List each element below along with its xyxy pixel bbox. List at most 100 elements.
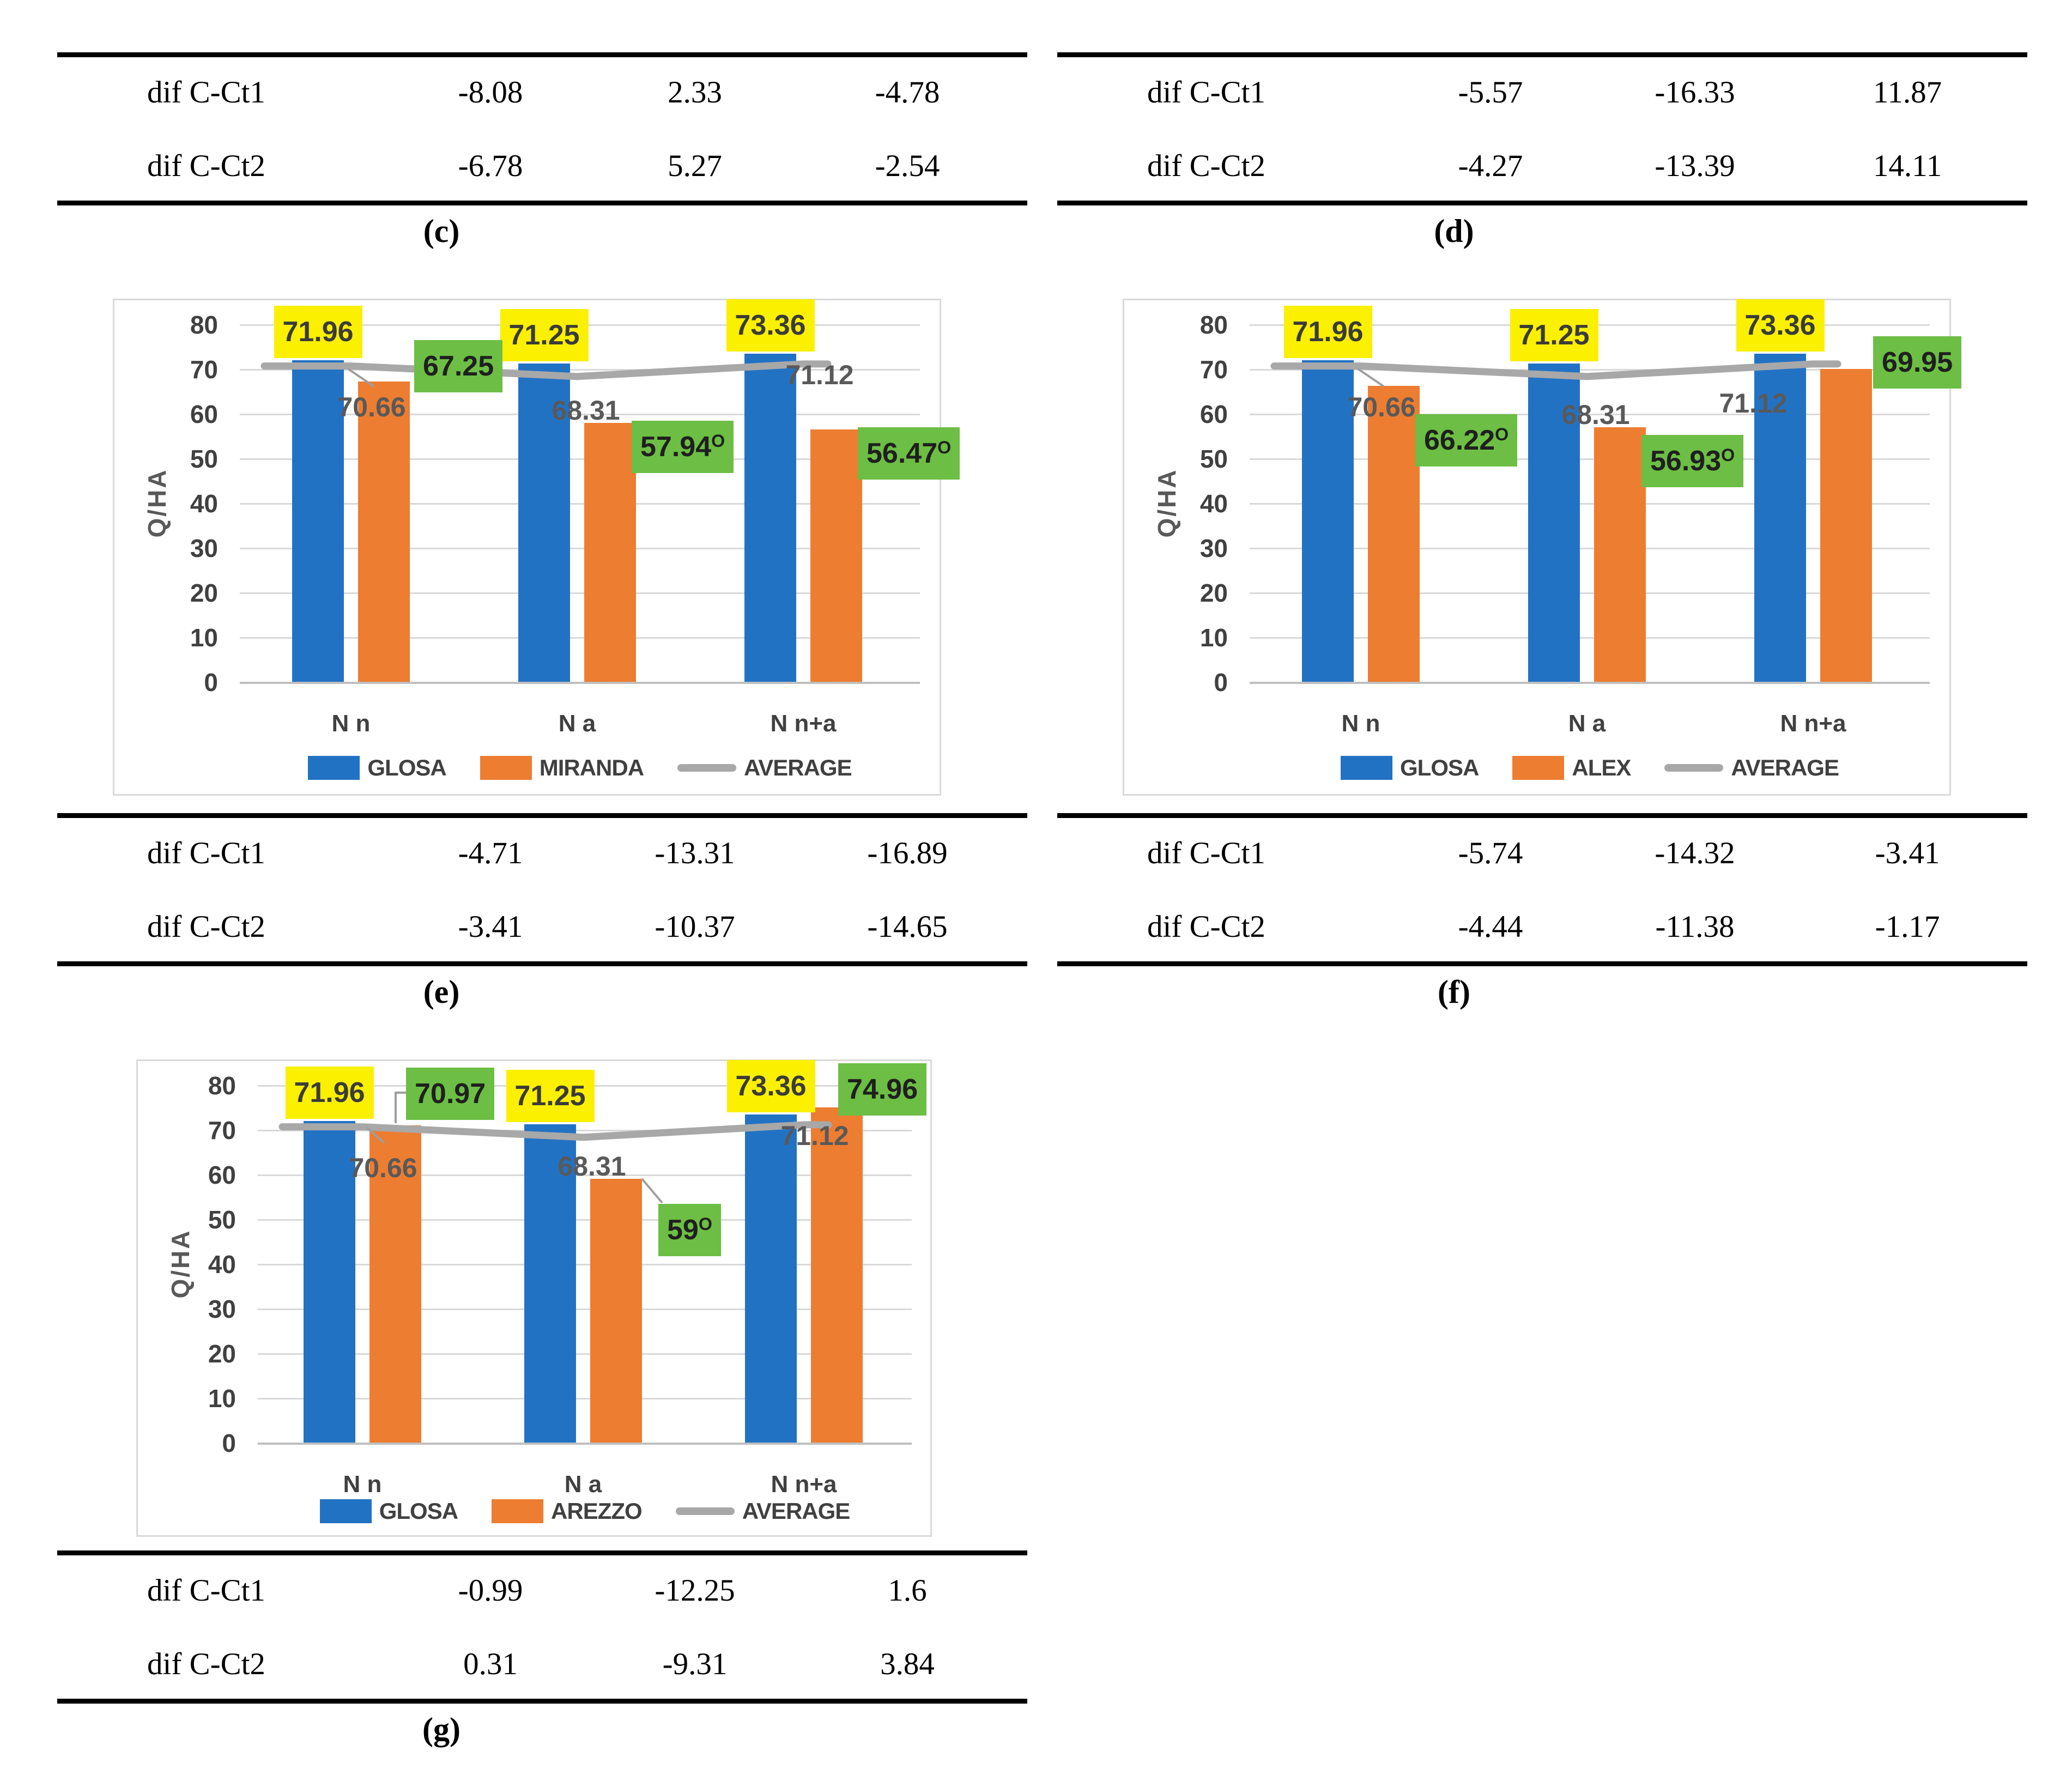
legend: GLOSA MIRANDA AVERAGE (240, 755, 920, 781)
y-tick-label: 50 (190, 445, 218, 473)
y-tick-label: 10 (208, 1384, 236, 1413)
x-category-label: N n (1341, 710, 1380, 737)
data-label-value: 71.25 (514, 1080, 586, 1112)
table-row-label: dif C-Ct2 (147, 1647, 265, 1681)
y-tick-label: 10 (190, 623, 218, 652)
table-row-label: dif C-Ct2 (147, 910, 265, 944)
table-cell-value: -2.54 (875, 149, 940, 183)
data-label-alex-0: 66.22O (1415, 414, 1518, 467)
chart-e: 0 10 20 30 40 50 60 70 80 Q/HA 71.96 71.25 73.36 67.2… (113, 299, 960, 796)
bar-glosa-0 (292, 360, 344, 682)
table-cell-value: -14.32 (1655, 836, 1735, 870)
superscript-marker: O (1721, 445, 1735, 465)
x-category-label: N n+a (1780, 710, 1846, 737)
legend-label: GLOSA (379, 1498, 458, 1524)
data-label-value: 71.25 (508, 319, 580, 351)
table-bottom-rule (1057, 201, 2027, 205)
legend-label: AVERAGE (742, 1498, 851, 1524)
table-cell-value: 1.6 (888, 1573, 927, 1608)
x-category-label: N n (343, 1471, 382, 1498)
y-tick-label: 30 (1199, 534, 1228, 562)
superscript-marker: O (1495, 425, 1509, 445)
bar-glosa-2 (1754, 354, 1806, 682)
legend-item-glosa: GLOSA (308, 755, 447, 781)
data-label-arezzo-2: 74.96 (838, 1063, 927, 1116)
gridline (258, 1174, 912, 1176)
legend-item-glosa: GLOSA (319, 1498, 458, 1524)
x-category-label: N a (1568, 710, 1606, 737)
y-axis-label: Q/HA (166, 1229, 195, 1299)
table-cell-value: -4.78 (875, 75, 940, 110)
y-tick-label: 60 (1199, 400, 1228, 428)
y-tick-label: 20 (208, 1340, 236, 1368)
y-tick-label: 30 (208, 1295, 236, 1323)
gridline (1250, 458, 1930, 460)
y-tick-label: 60 (190, 400, 218, 428)
bar-alex-0 (1368, 385, 1420, 682)
legend-label: AVERAGE (744, 755, 852, 780)
superscript-marker: O (711, 431, 725, 451)
y-tick-label: 50 (1199, 445, 1228, 473)
bar-glosa-2 (744, 354, 796, 682)
y-tick-label: 40 (190, 489, 218, 518)
gridline (1250, 592, 1930, 594)
data-label-value: 71.25 (1518, 319, 1590, 351)
y-tick-label: 0 (222, 1429, 236, 1457)
gridline (1250, 414, 1930, 415)
bar-arezzo-2 (811, 1107, 863, 1443)
legend-bar-swatch (308, 756, 360, 780)
legend-item-glosa: GLOSA (1341, 755, 1479, 781)
table-row-label: dif C-Ct1 (147, 836, 265, 870)
table-cell-value: -16.89 (867, 836, 948, 870)
legend-item-alex: ALEX (1512, 755, 1631, 781)
table-cell-value: 5.27 (668, 149, 722, 183)
data-label-glosa-1: 71.25 (1510, 308, 1598, 361)
data-label-value: 73.36 (735, 1070, 807, 1102)
data-label-glosa-1: 71.25 (506, 1069, 595, 1122)
bar-glosa-1 (1528, 363, 1580, 682)
data-label-average-2: 71.12 (785, 360, 854, 391)
y-tick-label: 50 (208, 1205, 236, 1234)
y-tick-label: 10 (1199, 623, 1228, 652)
data-label-value: 69.95 (1882, 347, 1953, 379)
legend-item-arezzo: AREZZO (492, 1498, 643, 1524)
gridline (240, 458, 920, 460)
table-bottom-rule (57, 201, 1027, 205)
table-row-label: dif C-Ct2 (1147, 149, 1265, 183)
data-label-arezzo-1: 59O (658, 1204, 721, 1257)
legend-line-swatch (1664, 764, 1724, 772)
bar-miranda-1 (584, 422, 636, 682)
table-cell-value: 14.11 (1873, 149, 1942, 183)
y-tick-label: 0 (1214, 668, 1228, 696)
bar-glosa-1 (524, 1124, 576, 1443)
legend-line-swatch (677, 764, 737, 772)
legend-item-average: AVERAGE (1664, 755, 1839, 781)
table-bottom-rule (1057, 961, 2027, 966)
y-tick-label: 70 (208, 1116, 236, 1144)
x-category-label: N n+a (770, 710, 837, 737)
legend-item-average: AVERAGE (677, 755, 852, 781)
table-bottom-rule (57, 961, 1027, 966)
data-label-arezzo-0: 70.97 (406, 1068, 495, 1120)
bar-glosa-0 (1302, 360, 1354, 682)
bar-glosa-1 (518, 363, 570, 682)
table-cell-value: -8.08 (458, 75, 523, 110)
table-cell-value: 2.33 (668, 75, 722, 110)
subfigure-caption-f: (f) (1438, 974, 1470, 1010)
legend: GLOSA ALEX AVERAGE (1250, 755, 1930, 781)
superscript-marker: O (698, 1214, 712, 1234)
table-top-rule (57, 52, 1027, 57)
y-tick-label: 40 (208, 1250, 236, 1279)
data-label-value: 56.47 (867, 437, 938, 469)
gridline (240, 414, 920, 415)
x-category-label: N a (558, 710, 596, 737)
y-tick-label: 70 (190, 355, 218, 384)
bar-glosa-0 (304, 1120, 355, 1443)
data-label-value: 73.36 (735, 310, 806, 342)
chart-g: 0 10 20 30 40 50 60 70 80 Q/HA 71.96 71.25 73.36 70.9… (136, 1059, 932, 1537)
legend-item-miranda: MIRANDA (480, 755, 644, 781)
gridline (1250, 503, 1930, 505)
table-cell-value: -5.57 (1458, 75, 1523, 110)
data-label-value: 71.96 (282, 316, 354, 348)
